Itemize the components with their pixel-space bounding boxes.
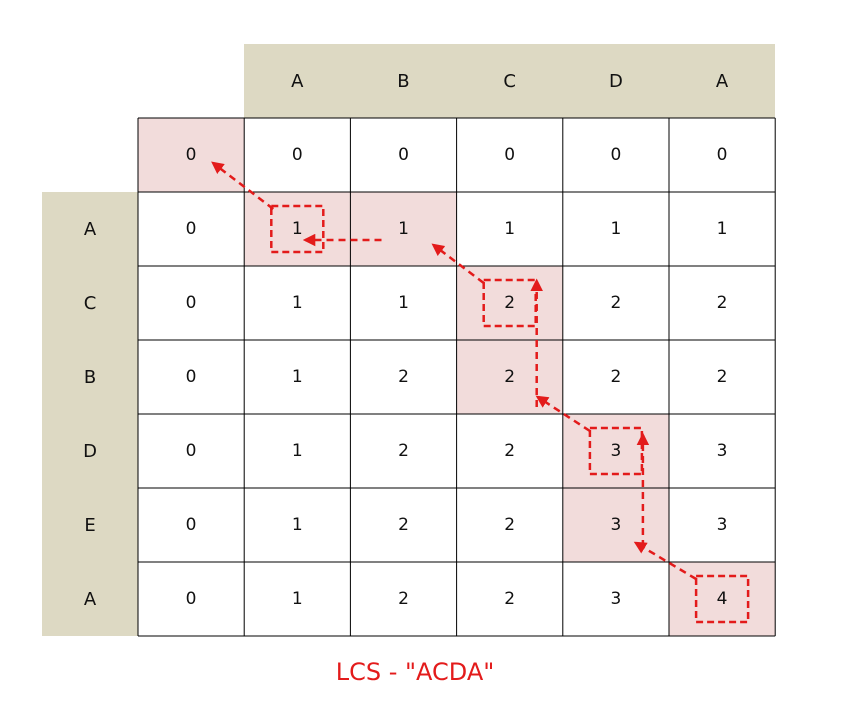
cell-r6-c4: 3 [562, 562, 669, 636]
column-header-4: A [715, 70, 729, 92]
column-header-band [244, 44, 775, 118]
cell-r4-c1: 1 [244, 414, 351, 488]
cell-r5-c3: 2 [456, 488, 563, 562]
cell-r0-c5: 0 [669, 118, 776, 192]
row-header-band [42, 192, 138, 636]
cell-r0-c4: 0 [562, 118, 669, 192]
cell-r4-c2: 2 [350, 414, 457, 488]
cell-r3-c3: 2 [456, 340, 563, 414]
cell-r5-c5: 3 [669, 488, 776, 562]
cell-r2-c1: 1 [244, 266, 351, 340]
row-header-1: C [83, 292, 97, 314]
cell-r3-c1: 1 [244, 340, 351, 414]
cell-r6-c2: 2 [350, 562, 457, 636]
cell-r3-c2: 2 [350, 340, 457, 414]
cell-r1-c5: 1 [669, 192, 776, 266]
cell-r1-c1: 1 [244, 192, 351, 266]
row-header-3: D [83, 440, 97, 462]
column-header-1: B [397, 70, 410, 92]
cell-r3-c5: 2 [669, 340, 776, 414]
cell-r2-c3: 2 [456, 266, 563, 340]
cell-r5-c2: 2 [350, 488, 457, 562]
cell-r6-c3: 2 [456, 562, 563, 636]
caption: LCS - "ACDA" [335, 658, 495, 686]
cell-r0-c3: 0 [456, 118, 563, 192]
cell-r4-c5: 3 [669, 414, 776, 488]
cell-r4-c0: 0 [138, 414, 245, 488]
cell-r1-c4: 1 [562, 192, 669, 266]
cell-r4-c4: 3 [562, 414, 669, 488]
column-header-3: D [608, 70, 623, 92]
cell-r6-c5: 4 [669, 562, 776, 636]
row-header-4: E [84, 514, 96, 536]
cell-r0-c0: 0 [138, 118, 245, 192]
cell-r6-c1: 1 [244, 562, 351, 636]
cell-r5-c4: 3 [562, 488, 669, 562]
cell-r4-c3: 2 [456, 414, 563, 488]
row-header-2: B [83, 366, 97, 388]
cell-r5-c1: 1 [244, 488, 351, 562]
cell-r2-c2: 1 [350, 266, 457, 340]
cell-r1-c3: 1 [456, 192, 563, 266]
cell-r2-c4: 2 [562, 266, 669, 340]
cell-r3-c4: 2 [562, 340, 669, 414]
cell-r5-c0: 0 [138, 488, 245, 562]
cell-r6-c0: 0 [138, 562, 245, 636]
cell-r1-c2: 1 [350, 192, 457, 266]
column-header-2: C [503, 70, 516, 92]
cell-r2-c0: 0 [138, 266, 245, 340]
cell-r0-c1: 0 [244, 118, 351, 192]
column-header-0: A [291, 70, 304, 92]
row-header-5: A [83, 588, 97, 610]
cell-r3-c0: 0 [138, 340, 245, 414]
cell-r1-c0: 0 [138, 192, 245, 266]
cell-r2-c5: 2 [669, 266, 776, 340]
cell-r0-c2: 0 [350, 118, 457, 192]
row-header-0: A [83, 218, 97, 240]
